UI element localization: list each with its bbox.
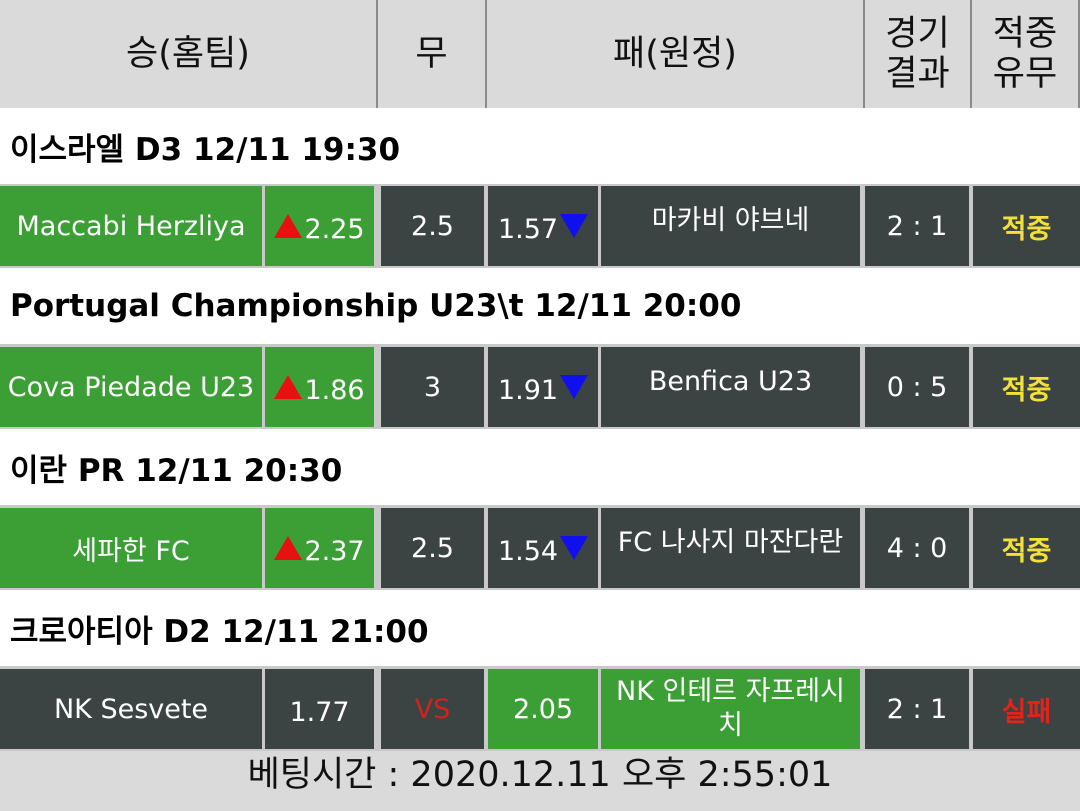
away-team-text: FC 나사지 마잔다란 (617, 527, 844, 558)
header-cell-text: 무 (415, 34, 448, 74)
away-odds[interactable]: 2.05 (488, 669, 598, 749)
score: 2 : 1 (865, 669, 969, 749)
footer: 베팅시간 : 2020.12.11 오후 2:55:01 (0, 751, 1080, 811)
away-team-text: NK 인테르 자프레시치 (616, 676, 845, 741)
draw-odds-text: 2.5 (411, 210, 454, 242)
home-team[interactable]: NK Sesvete (0, 669, 262, 749)
home-odds[interactable]: 2.25 (265, 186, 374, 266)
away-team-text: Benfica U23 (648, 366, 813, 397)
outcome: 적중 (973, 186, 1080, 266)
down-arrow (560, 375, 589, 399)
home-odds[interactable]: 2.37 (265, 508, 374, 588)
league-row: 이란 PR 12/11 20:30 (0, 429, 1080, 505)
away-odds-text: 1.54 (497, 535, 559, 567)
home-team[interactable]: Maccabi Herzliya (0, 186, 262, 266)
away-team[interactable]: FC 나사지 마잔다란 (601, 508, 860, 588)
outcome: 적중 (973, 347, 1080, 427)
draw-odds-text: 2.5 (411, 532, 454, 564)
home-odds-text: 1.86 (304, 374, 365, 406)
away-odds-text: 1.57 (497, 213, 559, 245)
league-row: Portugal Championship U23\t 12/11 20:00 (0, 268, 1080, 344)
home-team-text: Maccabi Herzliya (16, 210, 246, 242)
away-odds[interactable]: 1.91 (488, 347, 598, 427)
score: 0 : 5 (865, 347, 969, 427)
home-odds-text: 2.37 (304, 535, 365, 567)
header-cell: 패(원정) (487, 0, 865, 108)
away-odds-text: 1.91 (497, 374, 559, 406)
outcome-text: 적중 (1001, 374, 1052, 406)
home-odds-text: 1.77 (289, 696, 350, 728)
header-cell: 무 (378, 0, 487, 108)
score-text: 2 : 1 (886, 210, 948, 242)
score: 2 : 1 (865, 186, 969, 266)
footer-text: 베팅시간 : 2020.12.11 오후 2:55:01 (247, 755, 833, 795)
header-cell-text: 경기 결과 (885, 14, 950, 94)
home-team-text: NK Sesvete (53, 693, 209, 725)
league-row: 이스라엘 D3 12/11 19:30 (0, 108, 1080, 184)
league-row-text: Portugal Championship U23\t 12/11 20:00 (10, 288, 742, 324)
home-team[interactable]: Cova Piedade U23 (0, 347, 262, 427)
up-arrow (274, 375, 303, 399)
header-cell-text: 패(원정) (613, 34, 737, 74)
league-row-text: 이스라엘 D3 12/11 19:30 (10, 131, 401, 168)
score-text: 2 : 1 (886, 693, 948, 725)
header-cell-text: 적중 유무 (992, 14, 1058, 94)
away-team[interactable]: Benfica U23 (601, 347, 860, 427)
score-text: 0 : 5 (886, 371, 948, 403)
draw-odds[interactable]: 2.5 (381, 508, 484, 588)
league-row-text: 크로아티아 D2 12/11 21:00 (10, 613, 429, 650)
home-odds-text: 2.25 (304, 213, 365, 245)
up-arrow (274, 536, 303, 560)
draw-odds[interactable]: VS (381, 669, 484, 749)
outcome-text: 실패 (1001, 696, 1052, 728)
away-team[interactable]: NK 인테르 자프레시치 (601, 669, 860, 749)
league-row-text: 이란 PR 12/11 20:30 (10, 452, 343, 489)
draw-odds[interactable]: 3 (381, 347, 484, 427)
home-team[interactable]: 세파한 FC (0, 508, 262, 588)
home-odds[interactable]: 1.77 (265, 669, 374, 749)
header-cell-text: 승(홈팀) (126, 34, 250, 74)
outcome: 적중 (973, 508, 1080, 588)
draw-odds-text: 3 (423, 371, 442, 403)
down-arrow (560, 214, 589, 238)
score: 4 : 0 (865, 508, 969, 588)
away-team-text: 마카비 야브네 (651, 205, 810, 236)
home-team-text: 세파한 FC (72, 535, 190, 567)
down-arrow (560, 536, 589, 560)
up-arrow (274, 214, 303, 238)
draw-odds[interactable]: 2.5 (381, 186, 484, 266)
home-team-text: Cova Piedade U23 (7, 371, 255, 403)
away-odds-text: 2.05 (512, 693, 574, 725)
score-text: 4 : 0 (886, 532, 948, 564)
header-cell: 승(홈팀) (0, 0, 378, 108)
league-row: 크로아티아 D2 12/11 21:00 (0, 590, 1080, 666)
home-odds[interactable]: 1.86 (265, 347, 374, 427)
away-team[interactable]: 마카비 야브네 (601, 186, 860, 266)
draw-odds-text: VS (414, 693, 451, 725)
outcome: 실패 (973, 669, 1080, 749)
away-odds[interactable]: 1.54 (488, 508, 598, 588)
header-cell: 경기 결과 (865, 0, 972, 108)
away-odds[interactable]: 1.57 (488, 186, 598, 266)
outcome-text: 적중 (1001, 535, 1052, 567)
header-cell: 적중 유무 (972, 0, 1080, 108)
outcome-text: 적중 (1001, 213, 1052, 245)
